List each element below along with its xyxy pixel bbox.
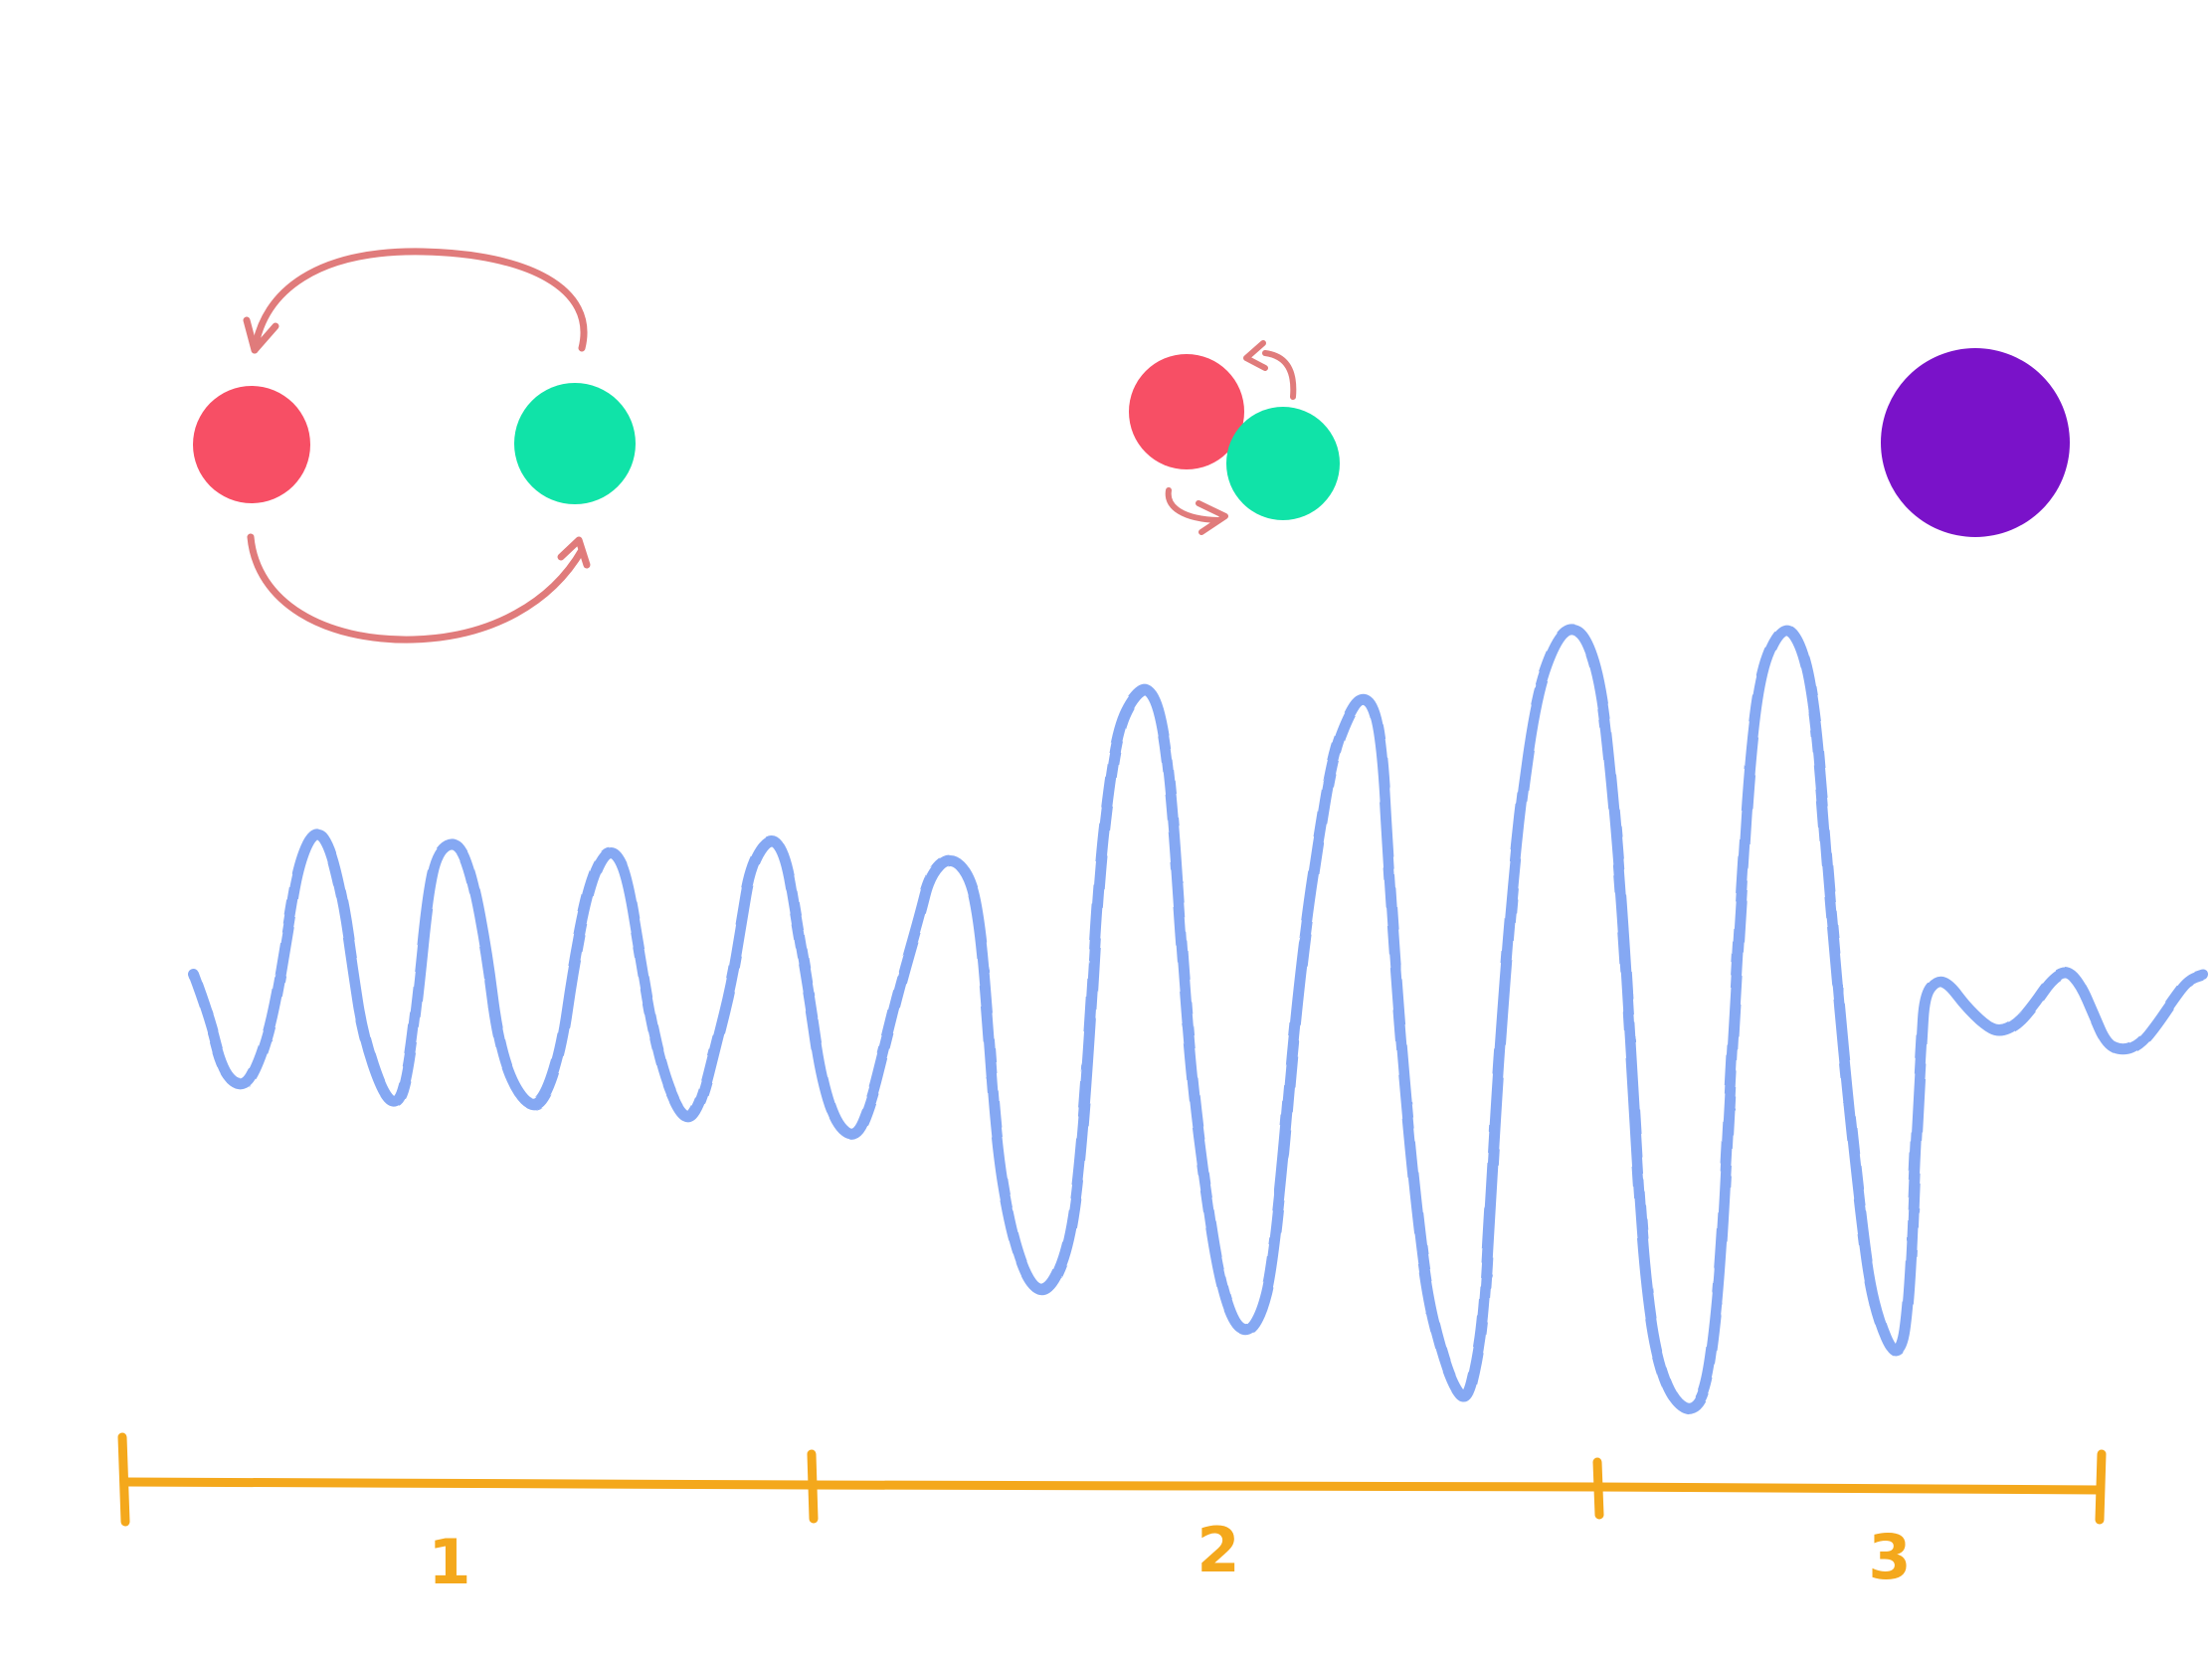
orbit-arrowhead-top <box>1243 340 1268 371</box>
green-body-circle <box>1226 407 1340 520</box>
timeline-tick-1 <box>807 1449 819 1524</box>
orbit-arrow-bottom <box>1165 487 1221 523</box>
orbit-arrow-bottom <box>247 533 586 644</box>
orbit-arrowhead-top <box>243 316 279 354</box>
stage-1-binary <box>193 248 636 644</box>
stage-2-binary <box>1129 340 1340 535</box>
gravitational-wave-signal <box>188 624 2209 1414</box>
orbit-arrowhead-bottom <box>557 536 591 569</box>
stage-label-2: 2 <box>1197 1514 1239 1586</box>
stage-3-merged <box>1881 348 2070 537</box>
timeline-tick-start <box>117 1432 130 1527</box>
timeline: 1 2 3 <box>117 1432 2107 1598</box>
timeline-tick-end <box>2095 1449 2107 1525</box>
timeline-axis <box>119 1477 2104 1495</box>
stage-label-1: 1 <box>428 1526 470 1598</box>
orbit-arrow-top <box>1262 350 1297 400</box>
stage-label-3: 3 <box>1868 1521 1911 1593</box>
merged-body-circle <box>1881 348 2070 537</box>
orbit-arrowhead-bottom <box>1196 500 1228 535</box>
green-body-circle <box>514 383 636 504</box>
orbit-arrow-top <box>251 248 588 354</box>
red-body-circle <box>1129 354 1244 469</box>
red-body-circle <box>193 386 310 503</box>
timeline-tick-2 <box>1592 1457 1604 1520</box>
